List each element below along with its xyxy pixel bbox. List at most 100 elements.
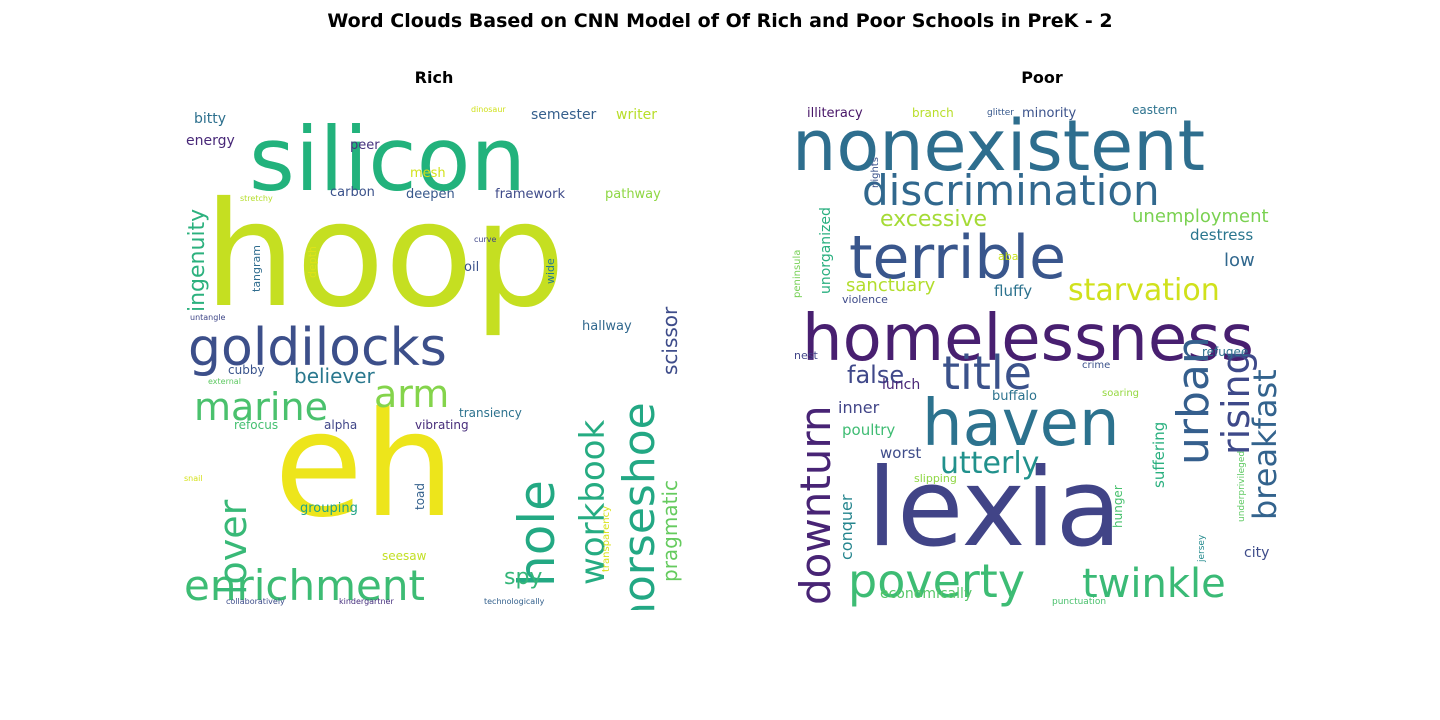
rich-word-vibrating: vibrating bbox=[415, 418, 469, 432]
rich-word-technologically: technologically bbox=[484, 597, 545, 606]
poor-word-crime: crime bbox=[1082, 360, 1110, 371]
rich-word-cloud: hoop eh silicon goldilocks enrichment marine a… bbox=[184, 100, 684, 610]
poor-word-breakfast: breakfast bbox=[1246, 369, 1284, 520]
rich-word-silicon: silicon bbox=[249, 108, 526, 211]
poor-word-homelessness: homelessness bbox=[802, 302, 1254, 376]
rich-word-hoop: hoop bbox=[204, 171, 565, 340]
rich-word-peer: peer bbox=[350, 138, 380, 153]
poor-word-peninsula: peninsula bbox=[792, 250, 803, 298]
poor-panel-title: Poor bbox=[1021, 68, 1063, 87]
poor-word-buffalo: buffalo bbox=[992, 389, 1037, 404]
rich-word-mesh: mesh bbox=[410, 166, 446, 181]
poor-word-cloud: lexia nonexistent homelessness haven terribl… bbox=[792, 100, 1292, 610]
rich-word-dinosaur: dinosaur bbox=[471, 105, 506, 114]
rich-panel-title: Rich bbox=[414, 68, 454, 87]
rich-word-refocus: refocus bbox=[234, 418, 278, 432]
rich-word-transiency: transiency bbox=[459, 406, 522, 420]
rich-word-scissor: scissor bbox=[658, 306, 682, 375]
rich-word-believer: believer bbox=[294, 364, 376, 388]
poor-word-nights: nights bbox=[870, 157, 881, 188]
poor-word-punctuation: punctuation bbox=[1052, 597, 1106, 607]
poor-word-violence: violence bbox=[842, 293, 888, 306]
rich-word-goldilocks: goldilocks bbox=[188, 318, 447, 378]
poor-word-destress: destress bbox=[1190, 226, 1253, 244]
poor-word-haven: haven bbox=[922, 387, 1120, 461]
poor-word-conquer: conquer bbox=[837, 494, 856, 560]
rich-word-alpha: alpha bbox=[324, 418, 357, 432]
rich-word-seesaw: seesaw bbox=[382, 549, 427, 563]
poor-word-urban: urban bbox=[1168, 336, 1219, 465]
poor-word-city: city bbox=[1244, 545, 1269, 561]
rich-word-pathway: pathway bbox=[605, 187, 661, 202]
rich-word-tangram: tangram bbox=[250, 245, 263, 292]
poor-word-poultry: poultry bbox=[842, 421, 895, 439]
rich-word-horseshoe: horseshoe bbox=[614, 402, 665, 610]
poor-word-terrible: terrible bbox=[849, 223, 1066, 293]
rich-word-external: external bbox=[208, 377, 241, 386]
rich-word-hole: hole bbox=[508, 480, 566, 587]
poor-word-suffering: suffering bbox=[1150, 422, 1168, 488]
poor-word-soaring: soaring bbox=[1102, 388, 1139, 399]
poor-word-jersey: jersey bbox=[1197, 534, 1207, 563]
poor-word-nonexistent: nonexistent bbox=[792, 105, 1205, 187]
rich-word-arm: arm bbox=[374, 372, 449, 416]
rich-word-eh: eh bbox=[274, 381, 455, 550]
poor-word-utterly: utterly bbox=[940, 446, 1039, 481]
poor-word-glitter: glitter bbox=[987, 108, 1014, 118]
rich-word-semester: semester bbox=[531, 107, 597, 123]
rich-word-spy: spy bbox=[504, 565, 542, 590]
poor-word-fluffy: fluffy bbox=[994, 282, 1032, 300]
rich-word-kindergartner: kindergartner bbox=[339, 597, 394, 606]
rich-word-snail: snail bbox=[184, 474, 203, 483]
rich-word-collaboratively: collaboratively bbox=[226, 597, 285, 606]
poor-word-refugee: refugee bbox=[1202, 345, 1248, 359]
poor-word-economically: economically bbox=[880, 586, 972, 602]
poor-word-nest: nest bbox=[794, 349, 818, 362]
rich-word-pragmatic: pragmatic bbox=[658, 480, 682, 582]
rich-word-carbon: carbon bbox=[330, 185, 375, 200]
rich-word-deepen: deepen bbox=[406, 187, 455, 202]
poor-word-unorganized: unorganized bbox=[818, 207, 834, 294]
rich-word-grouping: grouping bbox=[300, 501, 358, 516]
poor-word-eastern: eastern bbox=[1132, 103, 1177, 117]
rich-word-marine: marine bbox=[194, 385, 328, 429]
poor-word-sanctuary: sanctuary bbox=[846, 275, 936, 296]
poor-word-branch: branch bbox=[912, 106, 954, 120]
poor-word-lexia: lexia bbox=[867, 446, 1122, 571]
poor-word-inner: inner bbox=[838, 398, 880, 417]
poor-word-rising: rising bbox=[1214, 350, 1258, 455]
rich-word-writer: writer bbox=[616, 107, 657, 123]
poor-word-poverty: poverty bbox=[848, 554, 1025, 608]
rich-word-energy: energy bbox=[186, 133, 235, 149]
poor-word-low: low bbox=[1224, 250, 1255, 271]
rich-word-framework: framework bbox=[495, 187, 565, 202]
rich-word-bitty: bitty bbox=[194, 111, 226, 127]
poor-word-illiteracy: illiteracy bbox=[807, 106, 863, 121]
poor-word-hunger: hunger bbox=[1111, 485, 1125, 528]
poor-word-discrimination: discrimination bbox=[862, 166, 1160, 215]
rich-word-toad: toad bbox=[413, 483, 427, 510]
poor-word-false: false bbox=[847, 361, 904, 389]
poor-word-starvation: starvation bbox=[1068, 273, 1220, 308]
rich-word-wide: wide bbox=[544, 258, 557, 284]
poor-word-twinkle: twinkle bbox=[1082, 561, 1226, 607]
rich-word-ingenuity: ingenuity bbox=[185, 209, 210, 312]
poor-word-excessive: excessive bbox=[880, 207, 987, 232]
poor-word-cloud-svg: lexia nonexistent homelessness haven terribl… bbox=[792, 103, 1284, 608]
poor-word-unemployment: unemployment bbox=[1132, 206, 1269, 227]
rich-word-cubby: cubby bbox=[228, 363, 265, 377]
poor-word-aba: aba bbox=[998, 250, 1018, 263]
rich-word-transparency: transparency bbox=[601, 506, 612, 572]
rich-word-oil: oil bbox=[464, 260, 479, 275]
rich-word-untangle: untangle bbox=[190, 313, 226, 322]
poor-word-lunch: lunch bbox=[882, 377, 920, 393]
poor-word-minority: minority bbox=[1022, 106, 1077, 121]
poor-word-title: title bbox=[942, 346, 1032, 400]
figure-title: Word Clouds Based on CNN Model of Of Ric… bbox=[327, 10, 1113, 32]
poor-word-underprivileged: underprivileged bbox=[1237, 451, 1247, 522]
poor-word-worst: worst bbox=[880, 444, 921, 462]
rich-word-depth: depth bbox=[306, 246, 319, 278]
poor-word-slipping: slipping bbox=[914, 472, 957, 485]
poor-word-downturn: downturn bbox=[792, 405, 840, 605]
